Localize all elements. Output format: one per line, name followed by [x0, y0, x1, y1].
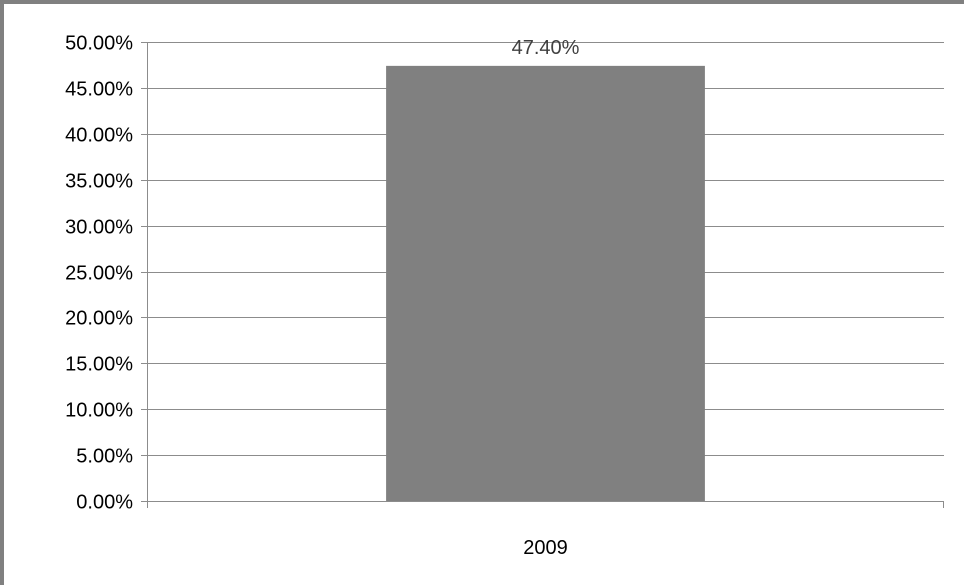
bars [386, 65, 705, 502]
y-tick-label: 10.00% [65, 400, 133, 422]
y-tick-label: 45.00% [65, 79, 133, 101]
y-tick-label: 50.00% [65, 33, 133, 55]
data-label: 47.40% [512, 37, 580, 59]
y-tick-label: 30.00% [65, 217, 133, 239]
y-tick-label: 20.00% [65, 308, 133, 330]
y-axis-tick-labels: 0.00% 5.00% 10.00% 15.00% 20.00% 25.00% 30.00%… [65, 33, 133, 514]
bar-2009[interactable] [386, 65, 705, 502]
y-tick-label: 40.00% [65, 125, 133, 147]
axes [141, 42, 944, 508]
bar-chart: 0.00% 5.00% 10.00% 15.00% 20.00% 25.00% 30.00%… [65, 33, 944, 559]
y-tick-label: 25.00% [65, 263, 133, 285]
x-category-label: 2009 [523, 537, 568, 559]
y-tick-label: 35.00% [65, 171, 133, 193]
y-tick-label: 5.00% [76, 446, 133, 468]
y-tick-label: 15.00% [65, 354, 133, 376]
labels: 47.40% 2009 [512, 37, 580, 559]
y-tick-label: 0.00% [76, 492, 133, 514]
